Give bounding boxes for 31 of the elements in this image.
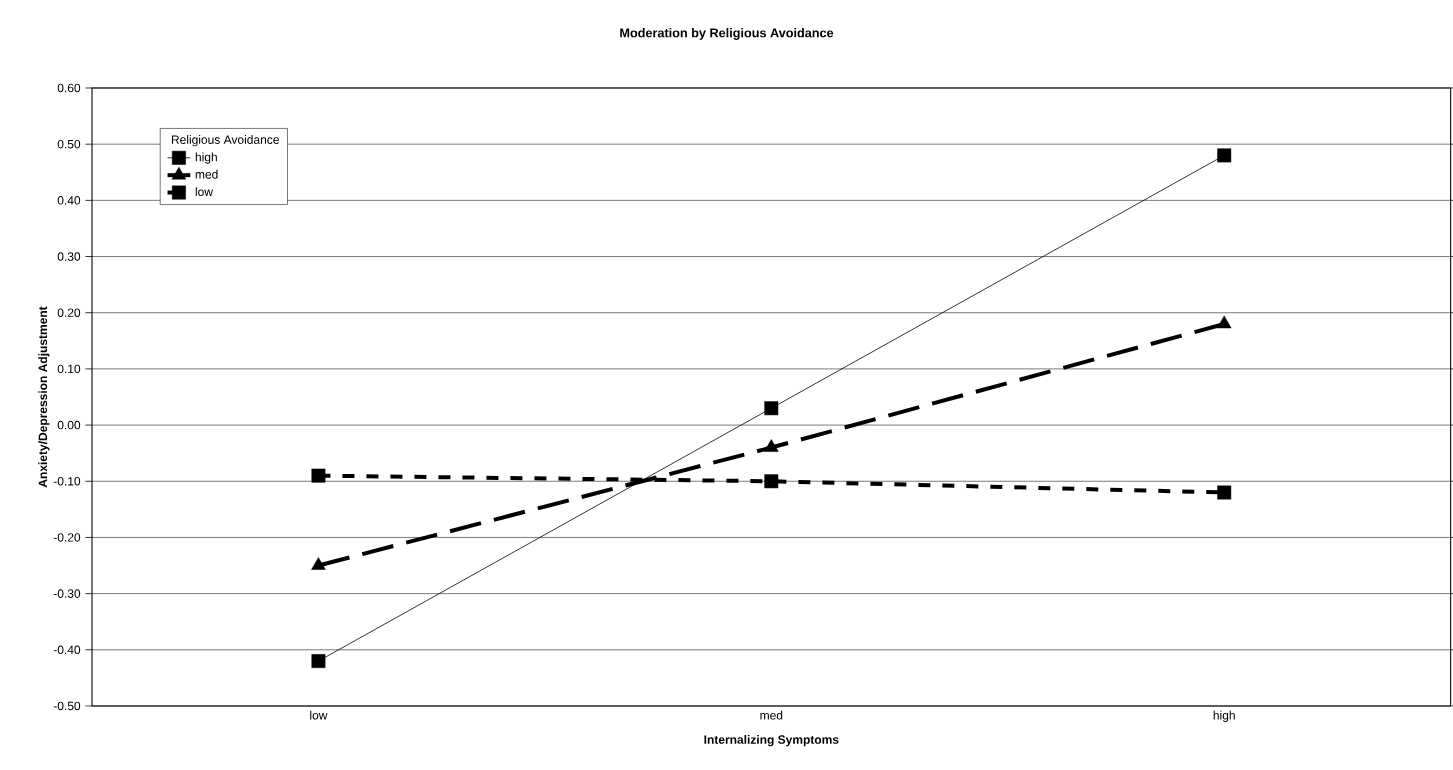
y-tick-label: 0.10 — [57, 364, 81, 374]
point — [311, 654, 326, 668]
legend-label: high — [195, 152, 217, 164]
legend-label: low — [195, 187, 214, 197]
y-tick-label: 0.20 — [57, 308, 81, 317]
point — [764, 401, 779, 416]
point — [1217, 485, 1232, 500]
legend-title: Religious Avoidance — [171, 135, 279, 147]
legend-label: med — [195, 169, 218, 179]
y-axis-title: Anxiety/Depression Adjustment — [38, 306, 50, 488]
y-tick-label: -0.40 — [53, 645, 81, 655]
point — [764, 439, 779, 452]
point — [1217, 148, 1232, 163]
y-tick-label: 0.00 — [57, 420, 81, 430]
y-tick-label: 0.50 — [57, 139, 81, 149]
y-tick-label: -0.30 — [53, 589, 81, 598]
point — [764, 474, 779, 489]
y-tick-label: -0.10 — [53, 477, 81, 486]
y-tick-label: 0.40 — [57, 196, 81, 205]
x-tick-label: high — [1213, 710, 1235, 722]
y-tick-label: 0.30 — [57, 252, 81, 261]
chart-title: Moderation by Religious Avoidance — [620, 28, 834, 40]
y-tick-label: -0.20 — [53, 533, 81, 542]
y-tick-label: 0.60 — [57, 83, 81, 93]
x-axis-title: Internalizing Symptoms — [704, 735, 839, 747]
y-tick-label: -0.50 — [53, 701, 81, 711]
point — [311, 557, 326, 570]
x-tick-label: low — [310, 710, 328, 720]
point — [311, 468, 326, 483]
point — [1217, 315, 1232, 329]
x-tick-label: med — [760, 710, 783, 720]
